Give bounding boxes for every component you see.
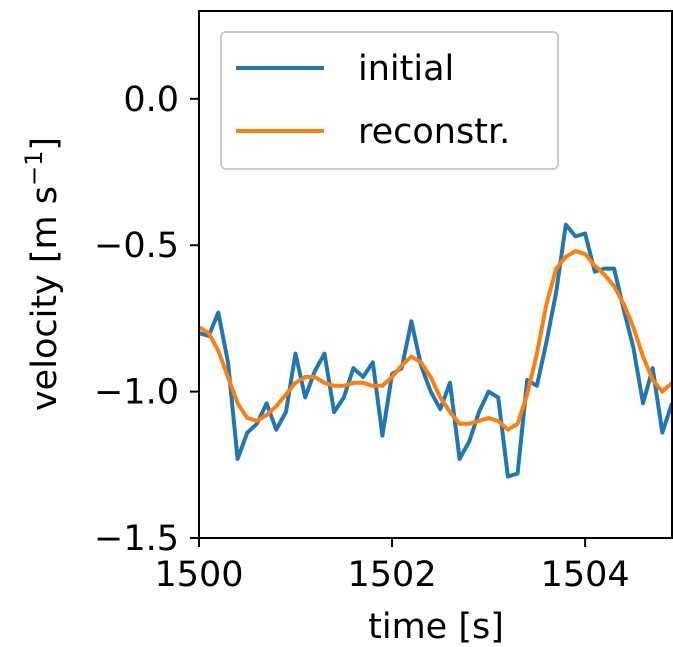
- x-tick-label: 1504: [541, 555, 630, 595]
- y-tick-label: 0.0: [123, 80, 179, 120]
- y-tick-label: −0.5: [94, 226, 179, 266]
- legend-label-initial: initial: [358, 49, 454, 89]
- x-axis-label: time [s]: [368, 607, 504, 647]
- x-tick-label: 1500: [154, 555, 243, 595]
- y-tick-label: −1.0: [94, 373, 179, 413]
- legend: initial reconstr.: [220, 31, 559, 170]
- series-layer: [197, 222, 673, 479]
- y-axis-label-exponent: −1: [20, 151, 48, 186]
- ticks-layer: 1500 1502 1504 0.0 −0.5 −1.0 −1.5: [94, 80, 630, 595]
- legend-label-reconstr: reconstr.: [358, 112, 510, 152]
- y-axis-label: velocity [m s−1]: [20, 137, 65, 411]
- y-tick-label: −1.5: [94, 519, 179, 559]
- x-tick-label: 1502: [348, 555, 437, 595]
- series-line-reconstr: [197, 249, 673, 432]
- y-axis-label-close: ]: [25, 137, 65, 151]
- plot-frame: [198, 10, 673, 539]
- y-axis-label-main: velocity [m s: [25, 186, 65, 411]
